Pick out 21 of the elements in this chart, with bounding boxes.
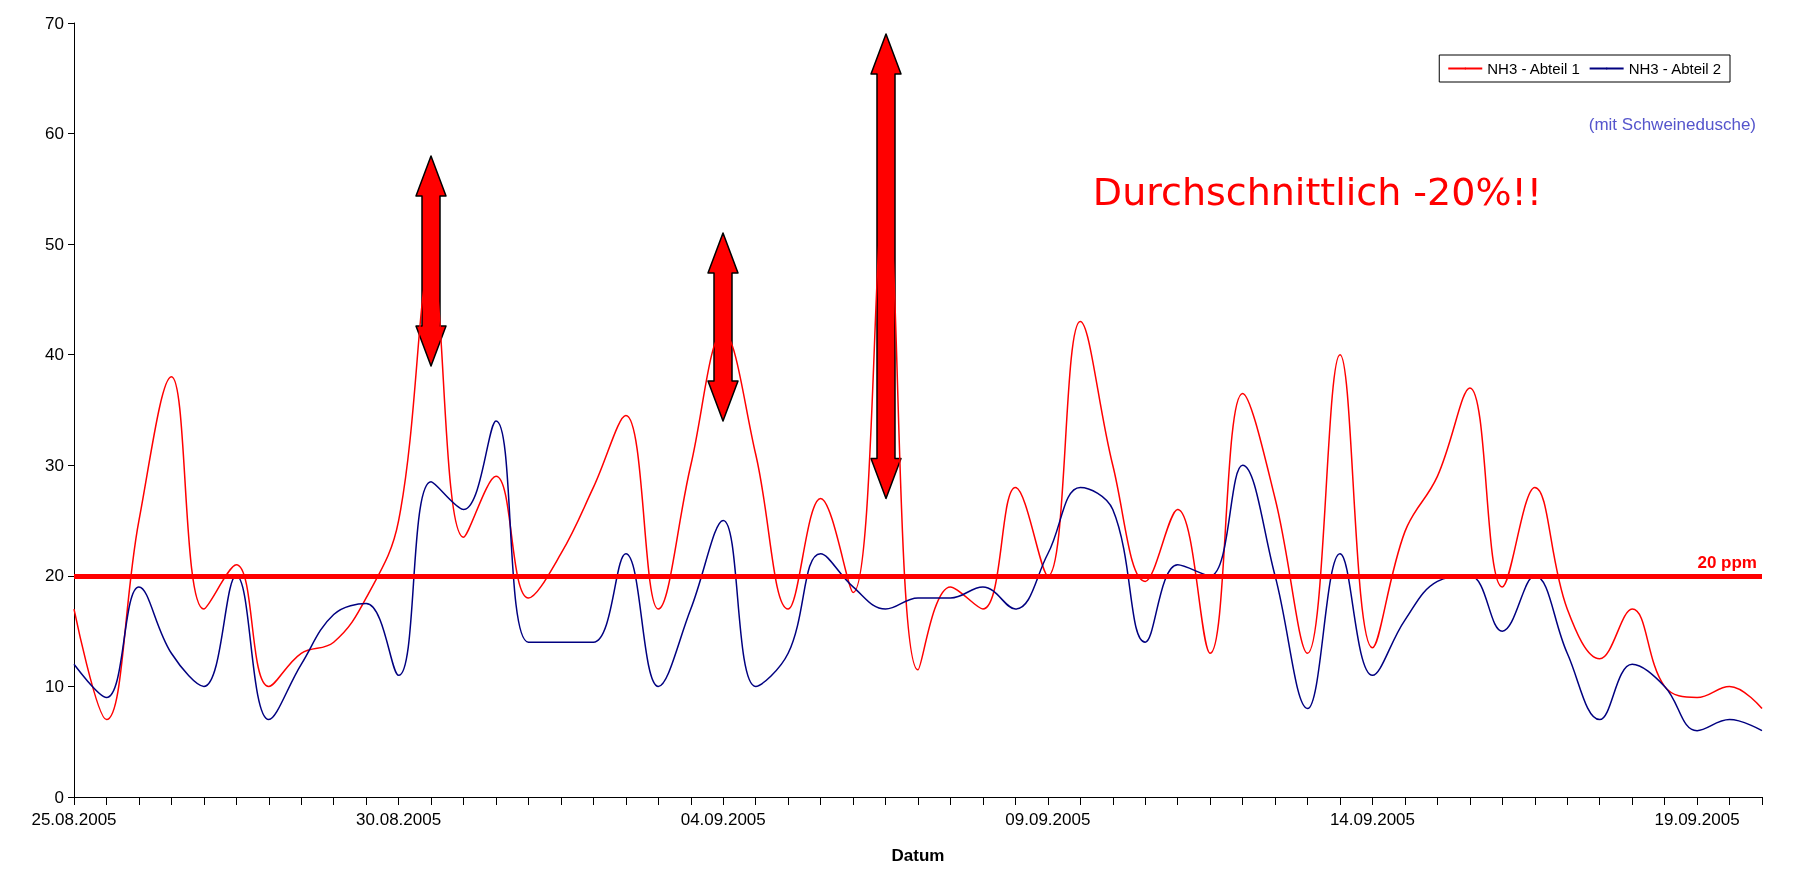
line-series [73,420,1763,732]
x-tick-label: 30.08.2005 [356,810,442,829]
x-tick-label: 09.09.2005 [1005,810,1091,829]
y-tick-label: 60 [45,124,64,144]
y-tick-label: 50 [45,234,64,254]
ref-line-label: 20 ppm [1697,552,1757,572]
y-tick-label: 70 [45,13,64,33]
y-tick-label: 0 [54,787,64,807]
x-tick-label: 14.09.2005 [1329,810,1416,829]
legend-label: NH3 - Abteil 1 [1487,60,1580,77]
y-tick-label: 30 [45,455,64,475]
annotation: Durchschnittlich -20%!! [1092,170,1543,214]
x-tick-label: 25.08.2005 [31,810,117,829]
y-tick-label: 20 [45,566,64,586]
y-tick-label: 10 [45,676,64,696]
legend-label: NH3 - Abteil 2 [1628,60,1722,77]
annotation: (mit Schweinedusche) [1588,115,1757,134]
x-tick-label: 04.09.2005 [680,810,766,829]
x-tick-label: 19.09.2005 [1654,810,1740,829]
y-tick-label: 40 [45,345,64,365]
x-axis-title: Datum [891,846,945,865]
